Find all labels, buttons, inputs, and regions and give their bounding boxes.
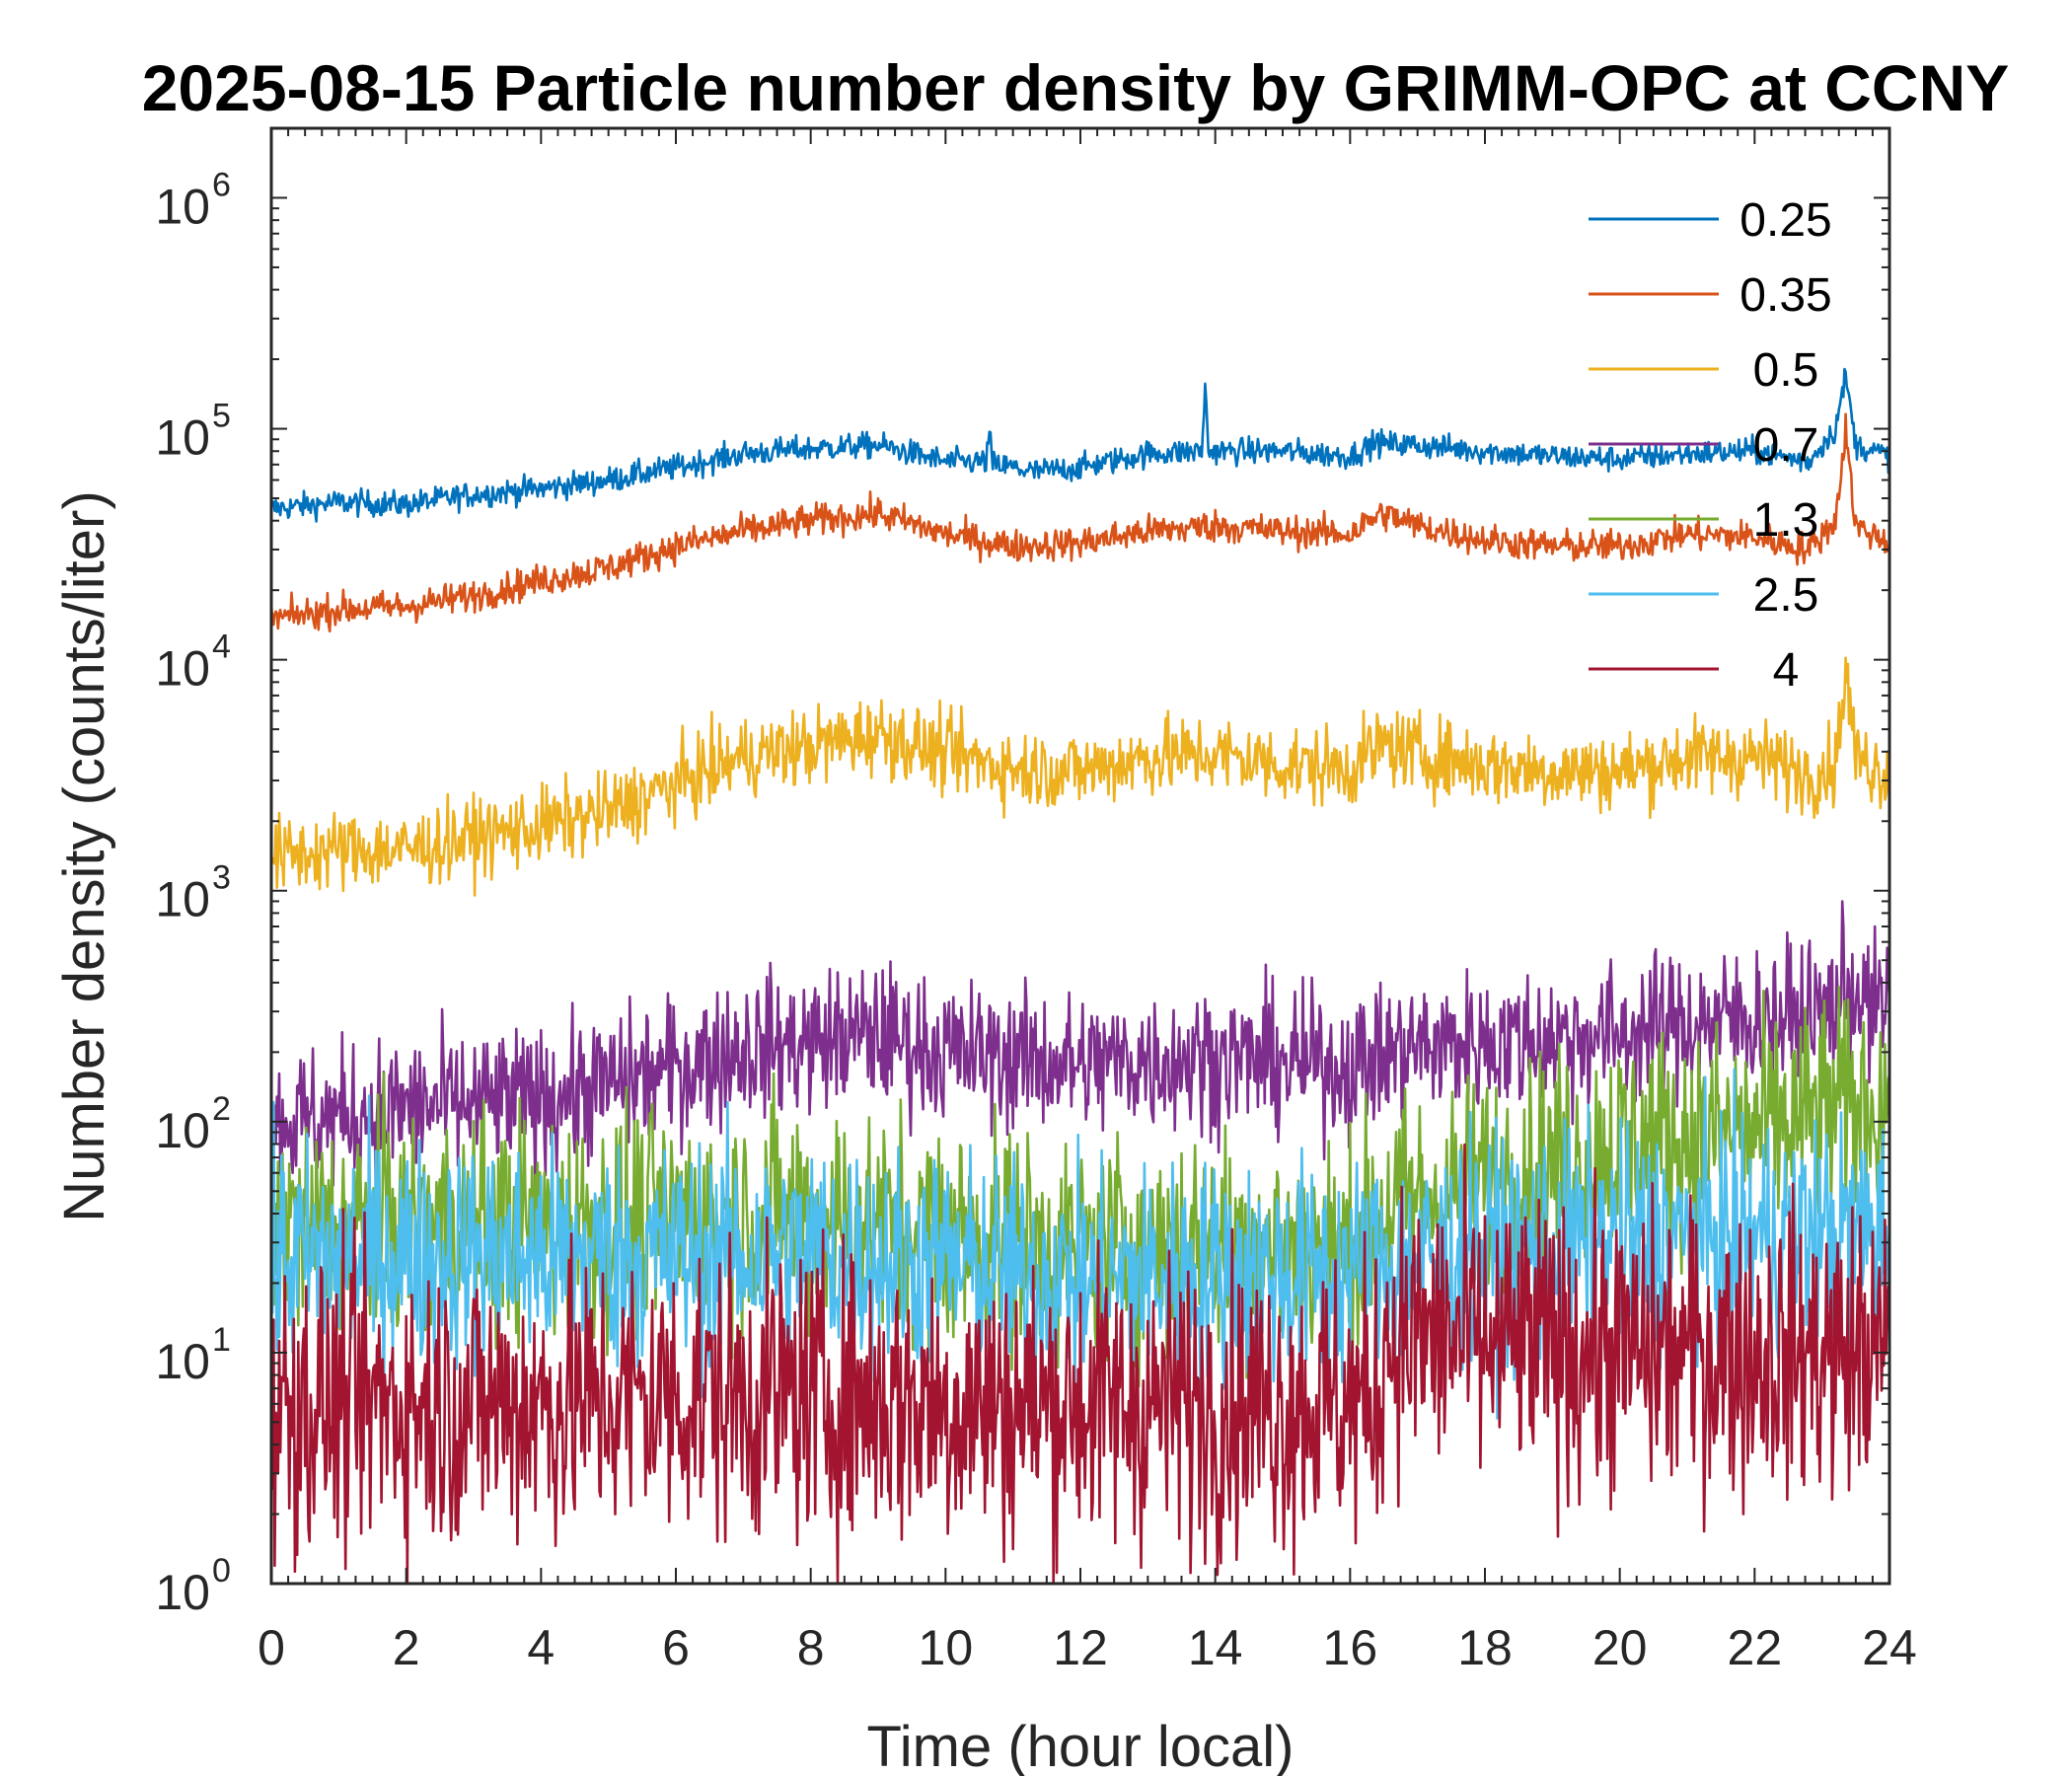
x-tick-label: 18 (1457, 1620, 1513, 1675)
legend-label-1.3: 1.3 (1753, 494, 1819, 547)
x-tick-label: 14 (1188, 1620, 1243, 1675)
x-tick-label: 24 (1862, 1620, 1917, 1675)
y-axis-label: Number density (counts/liter) (52, 490, 116, 1221)
legend: 0.25 0.35 0.5 0.7 1.3 2.5 4 (1589, 194, 1832, 697)
y-tick-label: 10 (155, 410, 210, 466)
tick-layer (270, 127, 1890, 1585)
y-tick-label: 10 (155, 1103, 210, 1158)
x-tick-labels: 0 2 4 6 8 10 12 14 16 18 20 22 24 (258, 1620, 1917, 1675)
series-line-0.25 (269, 367, 1891, 523)
y-tick-label: 10 (155, 641, 210, 697)
y-tick-exponent: 3 (212, 859, 231, 897)
y-tick-exponent: 0 (212, 1552, 231, 1590)
chart-title: 2025-08-15 Particle number density by GR… (142, 51, 2010, 124)
y-tick-exponent: 5 (212, 398, 231, 435)
series-line-4 (269, 1143, 1891, 1586)
x-tick-label: 16 (1323, 1620, 1378, 1675)
x-tick-label: 10 (919, 1620, 974, 1675)
legend-label-2.5: 2.5 (1753, 569, 1819, 622)
y-tick-exponent: 4 (212, 629, 231, 666)
x-tick-label: 22 (1728, 1620, 1783, 1675)
legend-label-0.7: 0.7 (1753, 419, 1819, 472)
x-tick-label: 4 (527, 1620, 555, 1675)
x-tick-label: 12 (1053, 1620, 1108, 1675)
y-tick-label: 10 (155, 872, 210, 927)
y-tick-label: 10 (155, 1565, 210, 1620)
y-tick-exponent: 2 (212, 1090, 231, 1128)
y-tick-label: 10 (155, 1334, 210, 1389)
series-line-0.7 (269, 900, 1891, 1206)
series-line-0.35 (269, 412, 1890, 633)
legend-label-0.35: 0.35 (1739, 269, 1831, 322)
x-tick-label: 0 (258, 1620, 285, 1675)
series-line-0.5 (270, 656, 1891, 897)
legend-label-0.5: 0.5 (1753, 344, 1819, 397)
legend-label-0.25: 0.25 (1739, 194, 1831, 247)
y-tick-exponent: 1 (212, 1321, 231, 1359)
series-layer (269, 367, 1891, 1586)
x-tick-label: 2 (393, 1620, 420, 1675)
y-tick-exponent: 6 (212, 166, 231, 203)
x-tick-label: 20 (1592, 1620, 1648, 1675)
x-tick-label: 6 (662, 1620, 690, 1675)
x-tick-label: 8 (797, 1620, 825, 1675)
y-tick-label: 10 (155, 179, 210, 234)
legend-label-4: 4 (1773, 644, 1800, 697)
x-axis-label: Time (hour local) (867, 1715, 1295, 1776)
